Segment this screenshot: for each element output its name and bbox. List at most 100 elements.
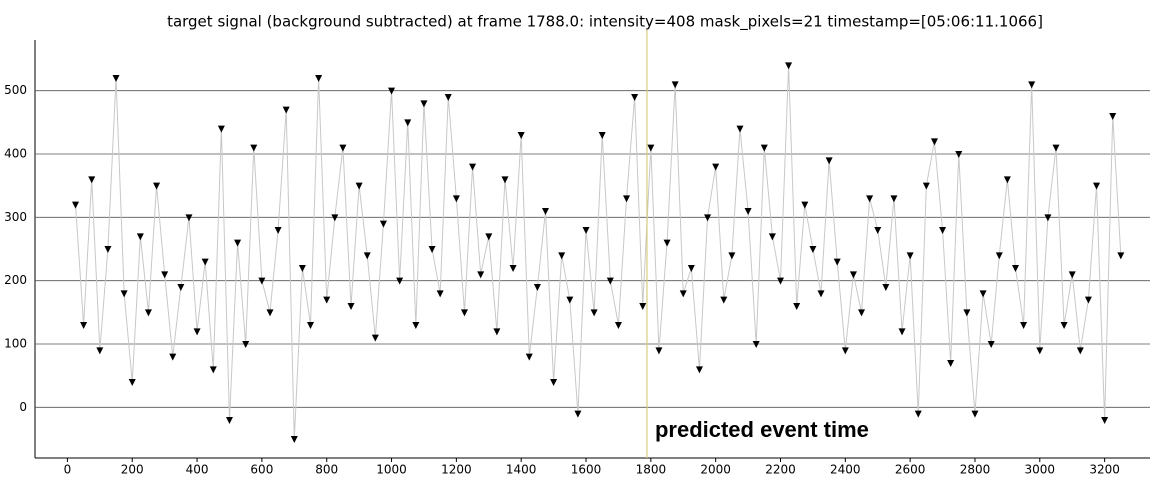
marker — [185, 214, 193, 222]
marker — [631, 94, 639, 101]
marker — [323, 296, 331, 304]
marker — [169, 353, 177, 361]
marker — [841, 347, 849, 355]
y-tick-label: 100 — [4, 337, 27, 351]
marker — [1036, 347, 1044, 355]
marker — [331, 214, 339, 222]
marker — [825, 157, 833, 165]
marker — [955, 151, 963, 158]
y-tick-label: 300 — [4, 210, 27, 224]
marker — [760, 144, 768, 152]
marker — [436, 290, 444, 298]
marker — [136, 233, 144, 241]
marker — [793, 303, 801, 310]
marker — [379, 220, 387, 228]
marker — [388, 87, 396, 95]
marker — [355, 182, 363, 190]
y-tick-label: 500 — [4, 83, 27, 97]
marker — [582, 227, 590, 234]
marker — [679, 290, 687, 298]
marker — [444, 94, 452, 101]
marker — [849, 271, 857, 279]
marker — [250, 144, 258, 152]
marker — [623, 195, 631, 203]
x-tick-label: 2000 — [700, 463, 731, 477]
marker — [1084, 296, 1092, 304]
marker — [1093, 182, 1101, 190]
marker — [1117, 252, 1125, 260]
marker — [88, 176, 96, 184]
marker — [590, 309, 598, 317]
marker — [1028, 81, 1036, 89]
marker — [947, 360, 955, 367]
marker — [509, 265, 517, 272]
marker — [776, 277, 784, 285]
marker — [930, 138, 938, 146]
marker — [809, 246, 817, 253]
x-tick-label: 1600 — [571, 463, 602, 477]
y-tick-label: 400 — [4, 147, 27, 161]
marker — [315, 75, 323, 82]
x-tick-label: 2800 — [960, 463, 991, 477]
marker — [298, 265, 306, 272]
marker — [1109, 113, 1117, 120]
x-tick-label: 2600 — [895, 463, 926, 477]
marker — [687, 265, 695, 272]
marker — [979, 290, 987, 298]
marker — [744, 208, 752, 215]
marker — [1076, 347, 1084, 355]
marker — [153, 182, 161, 190]
marker — [728, 252, 736, 260]
marker — [177, 284, 185, 291]
marker — [752, 341, 760, 348]
marker — [833, 258, 841, 266]
marker — [655, 347, 663, 355]
marker — [209, 366, 217, 374]
marker — [695, 366, 703, 374]
marker — [858, 309, 866, 317]
marker — [914, 410, 922, 418]
marker — [1003, 176, 1011, 184]
marker — [412, 322, 420, 329]
marker — [704, 214, 712, 222]
marker — [647, 144, 655, 152]
marker — [817, 290, 825, 298]
marker — [493, 328, 501, 336]
marker — [987, 341, 995, 348]
marker — [542, 208, 550, 215]
marker — [193, 328, 201, 336]
marker — [890, 195, 898, 203]
marker — [922, 182, 930, 190]
marker — [785, 62, 793, 70]
marker — [939, 227, 947, 234]
marker — [671, 81, 679, 89]
marker — [517, 132, 525, 139]
chart-title: target signal (background subtracted) at… — [167, 13, 1043, 32]
marker — [404, 119, 412, 127]
marker — [801, 201, 809, 209]
marker — [720, 296, 728, 304]
y-tick-label: 200 — [4, 273, 27, 287]
marker — [525, 353, 533, 361]
marker — [550, 379, 558, 386]
marker — [128, 379, 136, 386]
marker — [574, 410, 582, 418]
marker — [501, 176, 509, 184]
marker — [614, 322, 622, 329]
x-tick-label: 1400 — [506, 463, 537, 477]
x-tick-label: 1200 — [441, 463, 472, 477]
marker — [712, 163, 720, 171]
marker — [112, 75, 120, 82]
marker — [874, 227, 882, 234]
marker — [906, 252, 914, 260]
marker — [371, 334, 379, 342]
marker — [768, 233, 776, 241]
x-tick-label: 1000 — [376, 463, 407, 477]
marker — [201, 258, 209, 266]
marker — [1011, 265, 1019, 272]
marker — [1052, 144, 1060, 152]
marker — [963, 309, 971, 317]
marker — [606, 277, 614, 285]
x-tick-label: 0 — [64, 463, 72, 477]
marker — [1101, 417, 1109, 424]
